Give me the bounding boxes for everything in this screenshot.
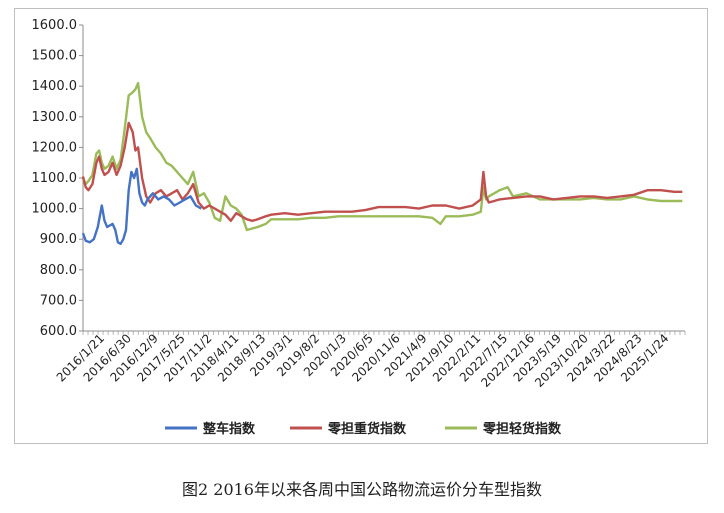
y-tick-label: 1200.0: [32, 140, 78, 155]
legend-label: 零担轻货指数: [482, 421, 562, 437]
y-tick-label: 1300.0: [32, 110, 78, 125]
y-tick-label: 800.0: [40, 263, 77, 278]
legend: 整车指数 零担重货指数 零担轻货指数: [165, 421, 562, 437]
y-tick-label: 1400.0: [32, 79, 78, 94]
y-tick-label: 1600.0: [32, 18, 78, 33]
series-line-1: [81, 121, 683, 223]
figure-caption: 图2 2016年以来各周中国公路物流运价分车型指数: [182, 480, 542, 499]
line-chart: 600.0 700.0 800.0 900.0 1000.0 1100.0 1200.0 13…: [32, 18, 686, 437]
chart-frame: 600.0 700.0 800.0 900.0 1000.0 1100.0 1200.0 13…: [14, 8, 708, 444]
y-tick-label: 700.0: [40, 293, 77, 308]
axes: 600.0 700.0 800.0 900.0 1000.0 1100.0 1200.0 13…: [32, 18, 686, 390]
y-tick-label: 1000.0: [32, 202, 78, 217]
series-line-2: [81, 81, 683, 232]
series-lines: [81, 81, 683, 246]
y-tick-label: 1100.0: [32, 171, 78, 186]
y-tick-label: 900.0: [40, 232, 77, 247]
legend-label: 零担重货指数: [327, 421, 407, 437]
y-tick-label: 1500.0: [32, 49, 78, 64]
y-tick-label: 600.0: [40, 324, 77, 339]
series-line-0: [81, 167, 202, 246]
legend-label: 整车指数: [202, 421, 256, 437]
